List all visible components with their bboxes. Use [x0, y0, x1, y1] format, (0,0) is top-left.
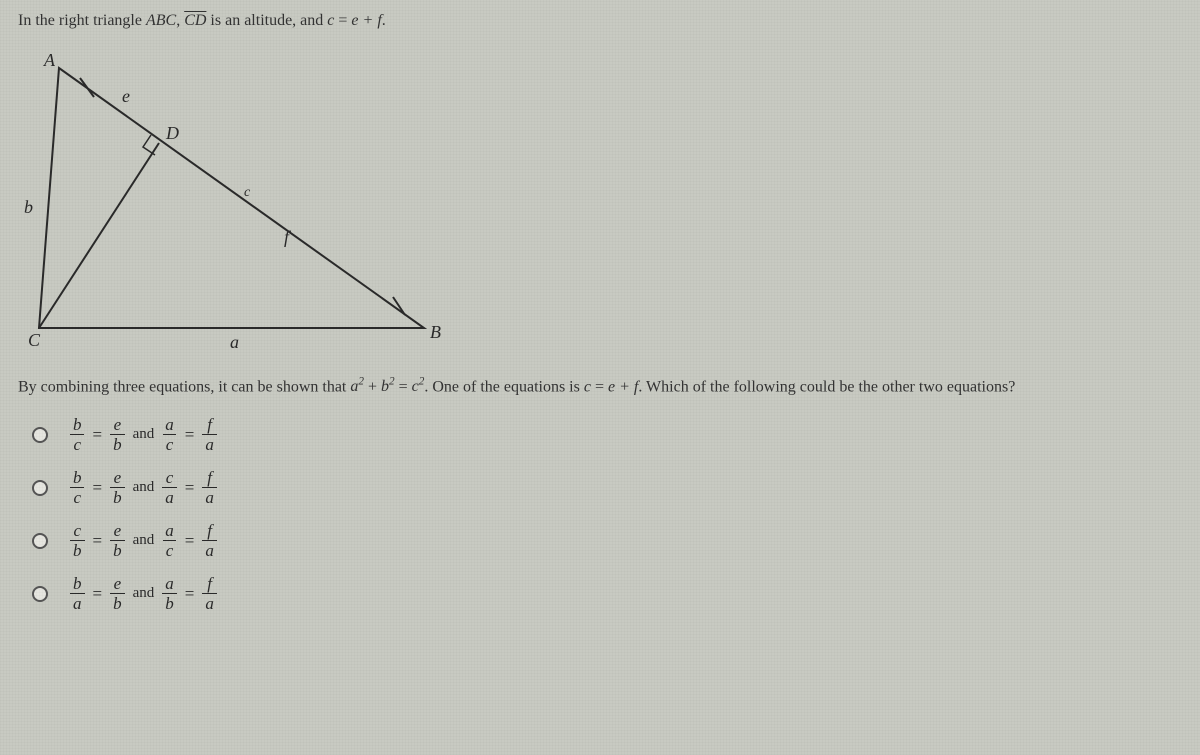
- option-2-eq: bc = eb and ca = fa: [70, 469, 217, 506]
- option-1-eq: bc = eb and ac = fa: [70, 416, 217, 453]
- intro-mid: is an altitude, and: [206, 12, 327, 29]
- radio-4[interactable]: [32, 586, 48, 602]
- option-1[interactable]: bc = eb and ac = fa: [32, 416, 1182, 453]
- body-text: By combining three equations, it can be …: [18, 376, 1182, 396]
- options-list: bc = eb and ac = fa bc = eb and ca = fa …: [32, 416, 1182, 612]
- label-c: c: [244, 185, 251, 200]
- radio-3[interactable]: [32, 533, 48, 549]
- body-a2: a2: [350, 378, 364, 395]
- option-2[interactable]: bc = eb and ca = fa: [32, 469, 1182, 506]
- body-eq2-lhs: c: [584, 378, 591, 395]
- intro-text: In the right triangle ABC, CD is an alti…: [18, 12, 1182, 30]
- body-t2: . One of the equations is: [424, 378, 584, 395]
- intro-prefix: In the right triangle: [18, 12, 146, 29]
- label-B: B: [430, 322, 441, 342]
- radio-2[interactable]: [32, 480, 48, 496]
- label-A: A: [43, 50, 56, 70]
- segment-cd: CD: [184, 12, 206, 29]
- body-eq2-op: =: [591, 378, 608, 395]
- option-3-eq: cb = eb and ac = fa: [70, 522, 217, 559]
- intro-eq-rhs: e + f: [351, 12, 381, 29]
- body-plus: +: [364, 378, 381, 395]
- option-4[interactable]: ba = eb and ab = fa: [32, 575, 1182, 612]
- label-D: D: [165, 123, 179, 143]
- triangle-diagram: c A B C D b a e f: [24, 48, 1182, 358]
- label-b: b: [24, 197, 33, 217]
- body-eq2-rhs: e + f: [608, 378, 638, 395]
- body-b2: b2: [381, 378, 395, 395]
- intro-sep: ,: [176, 12, 184, 29]
- option-3[interactable]: cb = eb and ac = fa: [32, 522, 1182, 559]
- radio-1[interactable]: [32, 427, 48, 443]
- body-t1: By combining three equations, it can be …: [18, 378, 350, 395]
- triangle-name: ABC: [146, 12, 176, 29]
- intro-eq-op: =: [334, 12, 351, 29]
- body-eq: =: [395, 378, 412, 395]
- label-C: C: [28, 330, 41, 350]
- body-t3: . Which of the following could be the ot…: [638, 378, 1015, 395]
- body-c2: c2: [412, 378, 425, 395]
- label-a: a: [230, 332, 239, 352]
- label-e: e: [122, 86, 130, 106]
- intro-period: .: [382, 12, 386, 29]
- label-f: f: [284, 227, 292, 247]
- option-4-eq: ba = eb and ab = fa: [70, 575, 217, 612]
